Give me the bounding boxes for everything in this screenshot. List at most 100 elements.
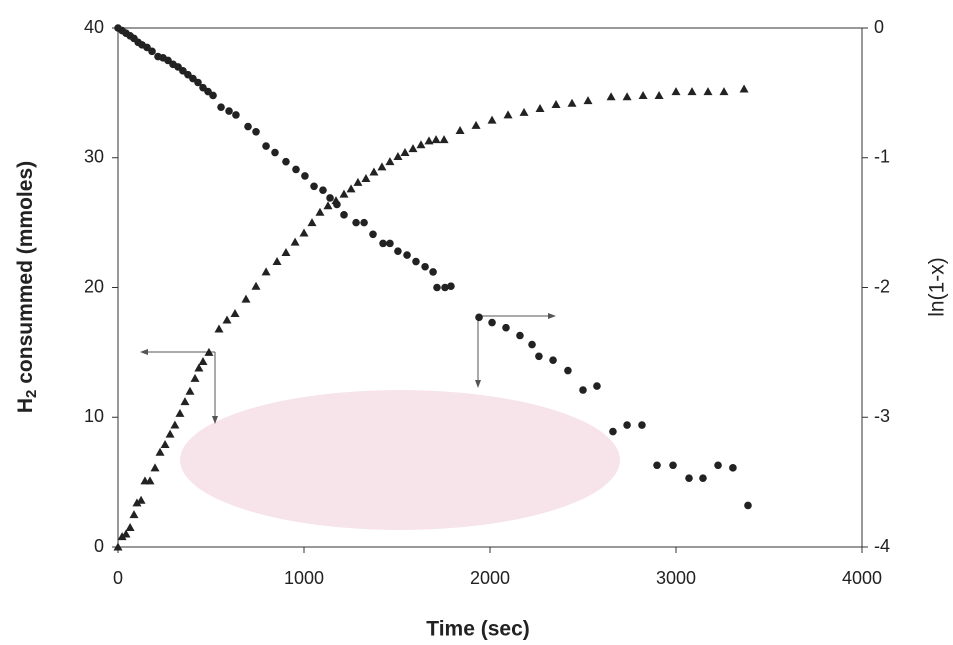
circle-point xyxy=(729,464,737,472)
triangle-point xyxy=(719,87,728,95)
circle-point xyxy=(225,107,233,115)
triangle-point xyxy=(568,99,577,107)
circle-point xyxy=(403,251,411,259)
circle-point xyxy=(593,382,601,390)
triangle-point xyxy=(488,116,497,124)
y2-tick-label: -1 xyxy=(874,147,890,167)
y-title-main: H xyxy=(14,398,37,413)
circle-point xyxy=(502,324,510,332)
y-tick-label: 40 xyxy=(84,17,104,37)
circle-point xyxy=(699,474,707,482)
triangle-point xyxy=(180,397,189,405)
x-tick-label: 0 xyxy=(113,568,123,588)
x-tick-label: 4000 xyxy=(842,568,882,588)
triangle-point xyxy=(126,523,135,531)
circle-point xyxy=(623,421,631,429)
circle-point xyxy=(488,319,496,327)
circle-point xyxy=(653,461,661,469)
circle-point xyxy=(271,149,279,157)
circle-point xyxy=(528,341,536,349)
triangle-point xyxy=(400,148,409,156)
triangle-point xyxy=(222,315,231,323)
chart: Time (sec) H2 consummed (mmoles) ln(1-x)… xyxy=(0,0,953,645)
circle-point xyxy=(475,314,483,322)
circle-point xyxy=(412,258,420,266)
triangle-point xyxy=(361,174,370,182)
triangle-point xyxy=(129,510,138,518)
circle-point xyxy=(319,186,327,194)
triangle-point xyxy=(252,282,261,290)
circle-point xyxy=(433,284,441,292)
circle-point xyxy=(369,231,377,239)
triangle-point xyxy=(416,140,425,148)
triangle-point xyxy=(291,238,300,246)
circle-point xyxy=(638,421,646,429)
x-axis-title: Time (sec) xyxy=(426,618,530,641)
circle-point xyxy=(333,201,341,209)
circle-point xyxy=(379,240,387,248)
triangle-point xyxy=(607,92,616,100)
circle-point xyxy=(244,123,252,131)
circle-point xyxy=(421,263,429,271)
circle-point xyxy=(394,247,402,255)
triangle-point xyxy=(175,409,184,417)
triangle-point xyxy=(156,448,165,456)
circle-point xyxy=(579,386,587,394)
circle-point xyxy=(209,92,217,100)
circle-point xyxy=(352,219,360,227)
triangle-point xyxy=(584,96,593,104)
circle-point xyxy=(232,111,240,119)
y-tick-label: 20 xyxy=(84,276,104,296)
circle-point xyxy=(609,428,617,436)
triangle-point xyxy=(170,421,179,429)
circle-point xyxy=(535,352,543,360)
triangle-point xyxy=(323,201,332,209)
triangle-point xyxy=(440,135,449,143)
y-title-sub: 2 xyxy=(23,390,40,398)
triangle-point xyxy=(262,267,271,275)
triangle-point xyxy=(241,295,250,303)
circle-point xyxy=(447,282,455,290)
triangle-point xyxy=(687,87,696,95)
circle-point xyxy=(386,240,394,248)
triangle-point xyxy=(214,325,223,333)
triangle-point xyxy=(520,108,529,116)
triangle-point xyxy=(432,135,441,143)
y-tick-label: 0 xyxy=(94,536,104,556)
circle-point xyxy=(326,194,334,202)
circle-point xyxy=(549,356,557,364)
circle-point xyxy=(685,474,693,482)
triangle-point xyxy=(353,178,362,186)
y2-tick-label: 0 xyxy=(874,17,884,37)
y2-axis-title: ln(1-x) xyxy=(926,257,949,317)
triangle-point xyxy=(703,87,712,95)
circle-point xyxy=(252,128,260,136)
circle-point xyxy=(282,158,290,166)
triangle-point xyxy=(281,248,290,256)
triangle-point xyxy=(315,208,324,216)
triangle-point xyxy=(273,257,282,265)
triangle-point xyxy=(385,157,394,165)
triangle-point xyxy=(151,463,160,471)
circle-point xyxy=(669,461,677,469)
circle-point xyxy=(292,166,300,174)
triangle-point xyxy=(199,357,208,365)
circle-point xyxy=(429,268,437,276)
triangle-point xyxy=(161,440,170,448)
y2-tick-label: -3 xyxy=(874,406,890,426)
y-axis-title: H2 consummed (mmoles) xyxy=(14,161,40,413)
circle-point xyxy=(310,182,318,190)
circle-point xyxy=(262,142,270,150)
triangle-point xyxy=(623,92,632,100)
triangle-point xyxy=(307,218,316,226)
y-tick-label: 30 xyxy=(84,147,104,167)
triangle-point xyxy=(166,430,175,438)
triangle-point xyxy=(408,144,417,152)
y-tick-label: 10 xyxy=(84,406,104,426)
circle-point xyxy=(714,461,722,469)
triangle-point xyxy=(424,136,433,144)
x-tick-label: 1000 xyxy=(284,568,324,588)
triangle-point xyxy=(339,190,348,198)
watermark xyxy=(180,390,620,530)
x-tick-label: 2000 xyxy=(470,568,510,588)
